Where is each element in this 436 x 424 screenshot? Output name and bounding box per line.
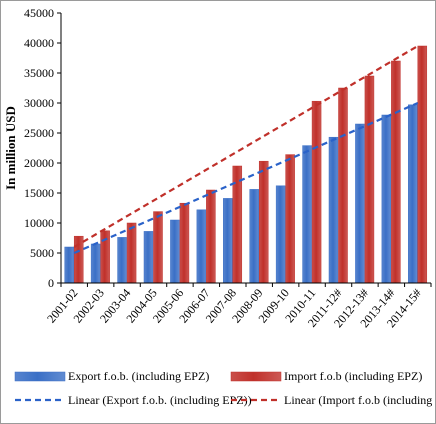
export-bar-8 <box>249 189 259 284</box>
import-bar-10 <box>311 100 322 284</box>
legend-label: Linear (Import f.o.b (including EPZ)) <box>284 393 435 407</box>
import-bar-12 <box>364 75 375 284</box>
export-bar-9 <box>275 185 286 284</box>
bars-layer <box>64 45 428 284</box>
import-bar-9 <box>285 154 295 284</box>
y-ticks: 0 5000 10000 15000 20000 25000 30000 35000 40000… <box>24 6 61 290</box>
legend-label: Import f.o.b (including EPZ) <box>284 369 422 383</box>
legend: Export f.o.b. (including EPZ) Import f.o.… <box>14 369 435 407</box>
export-bar-13 <box>381 114 392 284</box>
export-bar-4 <box>143 231 154 284</box>
y-axis-title: In million USD <box>3 106 18 190</box>
y-tick-label: 45000 <box>24 6 54 20</box>
export-bar-3 <box>117 237 127 284</box>
x-ticks: 2001-022002-032003-042004-052005-062006-… <box>44 283 432 330</box>
export-bar-5 <box>170 219 180 284</box>
legend-swatch <box>230 371 282 382</box>
export-bar-2 <box>90 243 101 284</box>
import-bar-4 <box>153 211 163 284</box>
import-bar-13 <box>391 60 401 284</box>
import-trendline <box>73 45 419 248</box>
export-bar-1 <box>64 246 74 284</box>
y-tick-label: 0 <box>48 276 54 290</box>
export-bar-6 <box>196 209 207 284</box>
y-tick-label: 25000 <box>24 126 54 140</box>
export-bar-12 <box>355 123 365 284</box>
y-tick-label: 20000 <box>24 156 54 170</box>
y-tick-label: 30000 <box>24 96 54 110</box>
import-bar-5 <box>179 202 190 284</box>
y-tick-label: 5000 <box>30 246 54 260</box>
y-tick-label: 35000 <box>24 66 54 80</box>
import-bar-6 <box>206 189 216 284</box>
export-bar-7 <box>223 198 233 284</box>
export-bar-14 <box>408 104 418 284</box>
legend-export-bar: Export f.o.b. (including EPZ) <box>14 369 209 383</box>
legend-label: Linear (Export f.o.b. (including EPZ)) <box>68 393 252 407</box>
legend-export-trendline: Linear (Export f.o.b. (including EPZ)) <box>15 393 252 407</box>
plot-area <box>61 13 431 283</box>
y-tick-label: 15000 <box>24 186 54 200</box>
import-bar-3 <box>126 222 137 284</box>
import-bar-14 <box>417 45 428 284</box>
import-bar-8 <box>258 160 269 284</box>
y-tick-label: 10000 <box>24 216 54 230</box>
export-bar-11 <box>328 136 339 284</box>
legend-swatch <box>14 371 66 382</box>
import-bar-11 <box>338 87 348 284</box>
trendlines-layer <box>73 45 419 255</box>
export-trendline <box>73 101 419 255</box>
legend-label: Export f.o.b. (including EPZ) <box>68 369 209 383</box>
legend-import-trendline: Linear (Import f.o.b (including EPZ)) <box>231 393 435 407</box>
legend-import-bar: Import f.o.b (including EPZ) <box>230 369 422 383</box>
export-bar-10 <box>302 145 312 284</box>
y-tick-label: 40000 <box>24 36 54 50</box>
